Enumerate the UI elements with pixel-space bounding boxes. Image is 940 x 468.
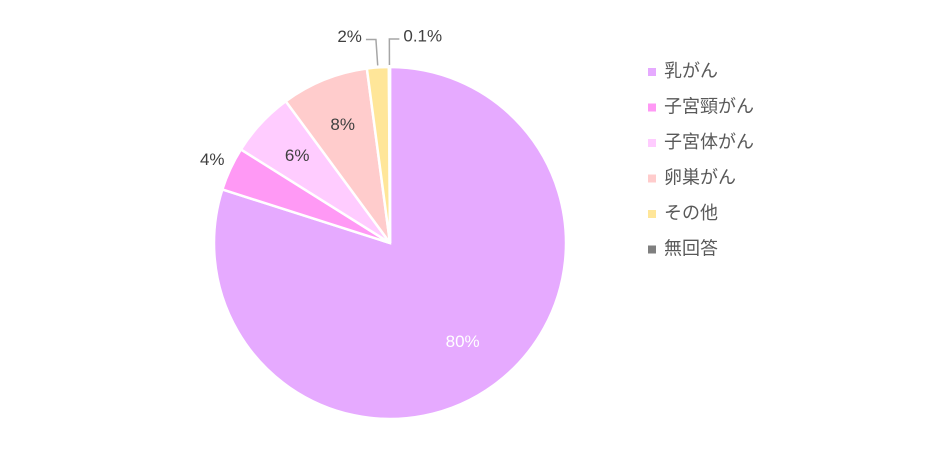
pie-slice [387, 65, 392, 244]
data-label: 2% [337, 27, 362, 46]
legend-marker [648, 103, 656, 112]
data-label: 0.1% [403, 26, 442, 45]
legend-label: 子宮体がん [664, 132, 754, 152]
data-label: 6% [285, 146, 310, 165]
legend-label: 乳がん [664, 61, 718, 81]
legend-label: その他 [664, 203, 718, 223]
legend-marker [648, 139, 656, 147]
legend-label: 卵巣がん [664, 167, 736, 187]
legend-marker [648, 174, 656, 183]
legend-label: 無回答 [664, 238, 718, 258]
legend-marker [648, 68, 656, 76]
data-label: 8% [330, 115, 355, 134]
legend-label: 子宮頸がん [664, 96, 754, 116]
data-label: 4% [200, 150, 225, 169]
legend-marker [648, 210, 656, 218]
leader-line [365, 38, 379, 66]
data-label: 80% [446, 332, 480, 351]
legend-marker [648, 245, 656, 254]
leader-line [388, 38, 400, 66]
